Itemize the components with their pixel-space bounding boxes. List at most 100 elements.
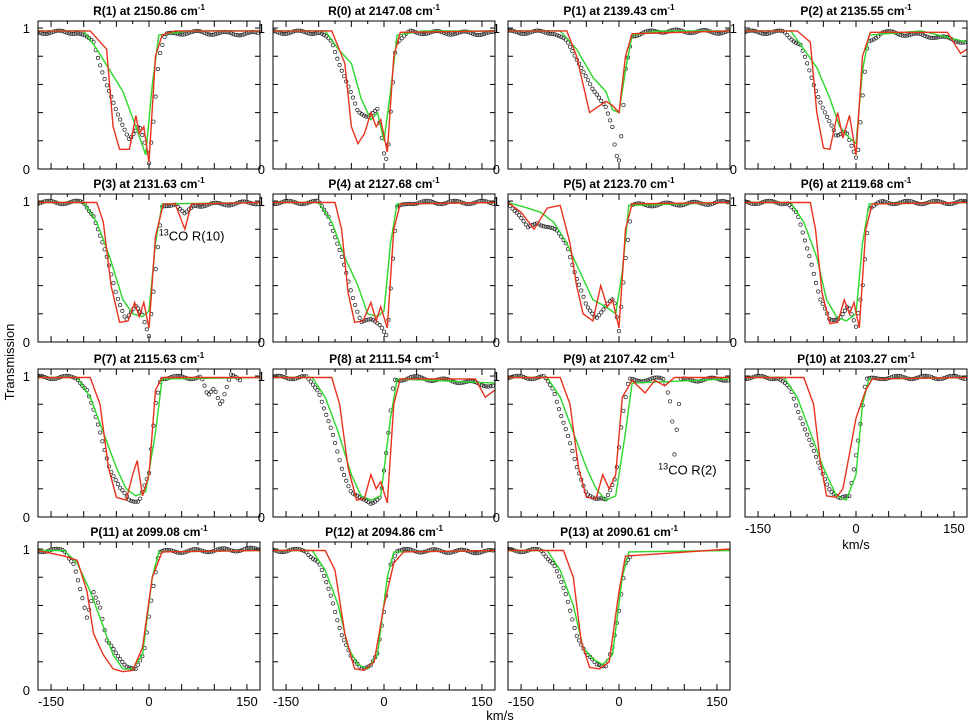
ticks [38,369,260,518]
obs-point [745,199,748,204]
y-tick-label: 0 [730,162,737,177]
obs-point [390,386,395,391]
observed-series [38,372,243,504]
obs-point [927,35,932,40]
obs-point [561,585,566,590]
obs-point [557,574,562,579]
y-tick-label: 1 [23,369,30,384]
obs-point [69,559,74,564]
obs-point [849,143,854,148]
obs-point [596,496,602,501]
obs-point [350,295,355,301]
obs-point [880,199,885,204]
panel-title: P(9) at 2107.42 cm-1 [563,351,675,366]
obs-point [807,254,812,259]
obs-point [628,554,633,559]
obs-point [326,586,331,591]
observed-series [273,373,495,506]
obs-point [809,443,814,448]
obs-point [813,280,819,285]
obs-point [439,202,444,207]
y-tick-label: 1 [258,369,265,384]
panel-title: P(2) at 2135.55 cm-1 [800,3,912,18]
obs-point [805,61,810,66]
obs-point [124,132,129,137]
obs-point [758,31,763,36]
obs-point [545,225,551,230]
model-series-1 [38,376,260,497]
obs-point [909,32,914,37]
obs-point [89,211,94,216]
obs-point [209,32,214,37]
ticks [273,542,495,691]
panel-title: R(0) at 2147.08 cm-1 [328,3,440,18]
obs-point [120,122,125,127]
obs-point [78,31,83,36]
obs-point [787,35,792,40]
obs-point [477,33,482,38]
obs-point [71,561,76,566]
obs-point [40,31,45,36]
obs-point [648,377,653,382]
obs-point [565,433,570,439]
obs-point [931,35,936,41]
y-tick-label: 1 [493,194,500,209]
obs-point [75,578,81,583]
obs-point [213,389,218,394]
obs-point [155,245,160,250]
obs-point [798,42,803,47]
obs-point [319,399,324,404]
panel-13: P(11) at 2099.08 cm-1 0 1 -150 0 150 [23,524,261,709]
obs-point [481,383,486,389]
isotope-annotation: 13CO R(10) [159,228,225,244]
obs-point [324,412,329,417]
panel-frame [272,368,496,518]
obs-point [827,487,832,492]
obs-point [933,376,938,381]
obs-point [399,36,404,41]
model-series-1 [508,201,730,316]
obs-point [484,384,489,389]
obs-point [317,392,322,397]
panel-title: P(5) at 2123.70 cm-1 [563,176,675,191]
panel-3: P(1) at 2139.43 cm-1 0 1 [493,3,731,177]
panel-title: R(1) at 2150.86 cm-1 [93,3,205,18]
obs-point [488,384,493,389]
panel-frame [507,368,731,518]
obs-point [95,55,100,60]
obs-point [762,31,768,37]
obs-point [195,547,200,552]
obs-point [550,31,555,36]
model-series-2 [38,549,260,673]
obs-point [233,32,238,37]
obs-point [384,156,389,161]
obs-point [632,377,637,382]
obs-point [98,63,103,68]
observed-series [273,28,495,161]
model-series-2 [38,201,260,329]
obs-point [452,31,458,37]
obs-point [290,199,296,204]
obs-point [337,626,342,631]
obs-point [308,31,313,36]
ticks [273,369,495,518]
obs-point [129,498,134,504]
obs-point [113,107,118,112]
panel-8: P(6) at 2119.68 cm-1 0 1 [730,176,968,350]
obs-point [670,28,675,33]
panel-2: R(0) at 2147.08 cm-1 0 1 [258,3,496,177]
obs-point [541,29,546,34]
isotope-annotation: 13CO R(2) [658,462,716,478]
obs-point [829,318,834,323]
panel-frame [37,541,261,691]
obs-point [596,95,602,100]
panel-frame [37,193,261,343]
obs-point [84,615,89,620]
obs-point [319,31,324,36]
obs-point [745,30,748,35]
obs-point [273,547,276,552]
obs-point [213,548,218,553]
obs-point [71,31,76,36]
x-tick-label: 0 [145,694,152,709]
obs-point [64,201,69,206]
